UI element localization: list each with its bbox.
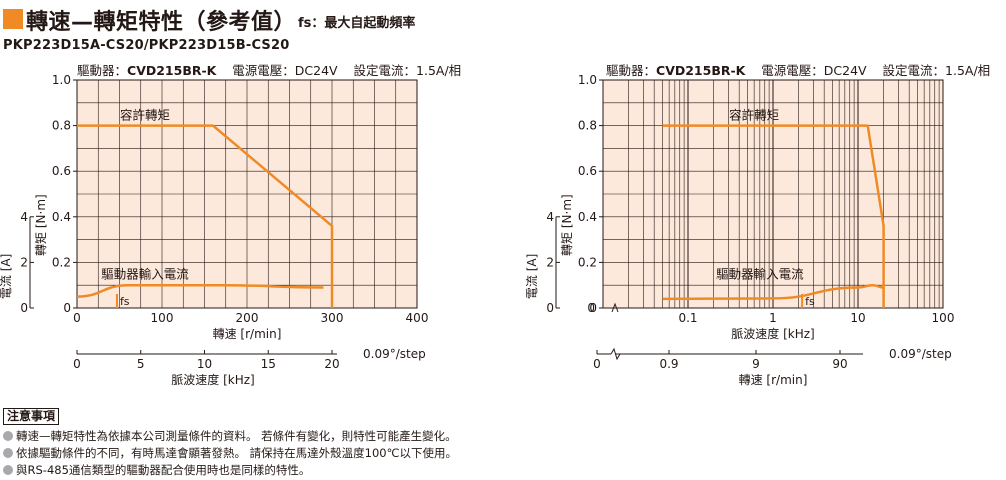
- title-accent-square: [3, 9, 23, 29]
- chart2-y2label: 電流 [A]: [525, 254, 539, 299]
- chart2-label-allowable-torque: 容許轉矩: [729, 108, 779, 123]
- chart1-xtick-label: 300: [321, 311, 344, 325]
- chart1-ytick-label: 1.0: [52, 73, 71, 87]
- model-number: PKP223D15A-CS20/PKP223D15B-CS20: [3, 38, 290, 53]
- driver-value: CVD215BR-K: [127, 63, 217, 78]
- chart1-xtick-label: 0: [73, 311, 81, 325]
- chart2-ytick-label: 1.0: [578, 73, 597, 87]
- chart1-xtick-label: 200: [236, 311, 259, 325]
- voltage-value: DC24V: [823, 63, 867, 78]
- chart2-sec-tick-label: 0.9: [659, 357, 678, 371]
- chart2-ylabel: 轉矩 [N·m]: [560, 194, 574, 256]
- chart1-sec-tick-label: 15: [261, 357, 276, 371]
- bullet-icon: [3, 448, 13, 458]
- current-value: 1.5A/相: [416, 63, 462, 78]
- driver-label: 驅動器：: [606, 63, 657, 78]
- chart1-step-angle-note: 0.09°/step: [363, 347, 426, 361]
- chart1-xtick-label: 100: [151, 311, 174, 325]
- chart1-y2tick-label: 2: [20, 255, 28, 269]
- chart2-sec-tick-label: 9: [752, 357, 760, 371]
- chart2-fs-label: fs: [805, 295, 815, 308]
- chart2-ytick-label: 0: [589, 301, 597, 315]
- note-item: 轉速—轉矩特性為依據本公司測量條件的資料。 若條件有變化，則特性可能產生變化。: [3, 428, 457, 444]
- chart2-xtick-label: 100: [932, 311, 955, 325]
- voltage-label: 電源電壓：: [232, 63, 295, 78]
- chart2-secondary-axis-break-icon: [610, 347, 621, 361]
- chart2-step-angle-note: 0.09°/step: [889, 347, 952, 361]
- chart1-sec-tick-label: 20: [324, 357, 339, 371]
- chart1-secondary-xlabel: 脈波速度 [kHz]: [171, 372, 254, 387]
- chart1-sec-tick-label: 0: [73, 357, 81, 371]
- note-item: 依據驅動條件的不同，有時馬達會顯著發熱。 請保持在馬達外殼溫度100℃以下使用。: [3, 445, 457, 461]
- chart2-sec-tick-label: 0: [593, 357, 601, 371]
- chart2-ytick-label: 0.4: [578, 210, 597, 224]
- driver-value: CVD215BR-K: [656, 63, 746, 78]
- chart1-label-input-current: 驅動器輸入電流: [101, 266, 189, 281]
- chart2-xtick-label: 10: [850, 311, 865, 325]
- chart2-axis-break-icon: [611, 302, 619, 313]
- chart1-ytick-label: 0.8: [52, 119, 71, 133]
- chart2-xlabel: 脈波速度 [kHz]: [731, 326, 814, 341]
- chart1-ytick-label: 0.6: [52, 164, 71, 178]
- chart1-ytick-label: 0.4: [52, 210, 71, 224]
- chart2-ytick-label: 0.2: [578, 255, 597, 269]
- notes-heading: 注意事項: [3, 408, 60, 425]
- chart2-label-input-current: 驅動器輸入電流: [716, 266, 804, 281]
- chart2-origin-label: 0: [587, 301, 595, 315]
- chart2-y2tick-label: 4: [546, 210, 554, 224]
- chart1-y2tick-label: 4: [20, 210, 28, 224]
- chart2-secondary-xlabel: 轉速 [r/min]: [739, 373, 808, 387]
- chart1-series-allowable-torque: [77, 124, 334, 308]
- chart1-sec-tick-label: 5: [137, 357, 145, 371]
- chart1-y2label: 電流 [A]: [0, 254, 13, 299]
- note-item: 與RS-485通信類型的驅動器配合使用時也是同樣的特性。: [3, 462, 310, 478]
- chart1-fs-label: fs: [120, 295, 130, 308]
- chart2-y2tick-label: 0: [546, 301, 554, 315]
- chart2-series-allowable-torque: [662, 124, 885, 308]
- chart2-conditions: 驅動器：CVD215BR-K 電源電壓：DC24V 設定電流：1.5A/相: [606, 60, 990, 79]
- voltage-value: DC24V: [294, 63, 338, 78]
- current-value: 1.5A/相: [945, 63, 991, 78]
- current-label: 設定電流：: [882, 63, 946, 78]
- chart1-conditions: 驅動器：CVD215BR-K 電源電壓：DC24V 設定電流：1.5A/相: [77, 60, 461, 79]
- chart1-xlabel: 轉速 [r/min]: [213, 327, 282, 341]
- page-subtitle: fs：最大自起動頻率: [298, 16, 416, 31]
- voltage-label: 電源電壓：: [761, 63, 824, 78]
- chart1-xtick-label: 400: [406, 311, 429, 325]
- chart1-sec-tick-label: 10: [197, 357, 212, 371]
- chart2-xtick-label: 0.1: [678, 311, 697, 325]
- current-label: 設定電流：: [353, 63, 417, 78]
- page-title: 轉速—轉矩特性（參考值）: [26, 10, 297, 35]
- chart1-ylabel: 轉矩 [N·m]: [34, 194, 48, 256]
- chart2-sec-tick-label: 90: [832, 357, 847, 371]
- bullet-icon: [3, 431, 13, 441]
- chart2-xtick-label: 1: [769, 311, 777, 325]
- chart1-ytick-label: 0: [63, 301, 71, 315]
- driver-label: 驅動器：: [77, 63, 128, 78]
- chart2-y2tick-label: 2: [546, 255, 554, 269]
- chart1-y2tick-label: 0: [20, 301, 28, 315]
- chart1-series-input-current: [76, 283, 324, 298]
- chart2-ytick-label: 0.8: [578, 119, 597, 133]
- bullet-icon: [3, 465, 13, 475]
- chart2-series-input-current: [662, 283, 884, 301]
- chart1-label-allowable-torque: 容許轉矩: [120, 108, 170, 123]
- chart2-ytick-label: 0.6: [578, 164, 597, 178]
- chart1-ytick-label: 0.2: [52, 255, 71, 269]
